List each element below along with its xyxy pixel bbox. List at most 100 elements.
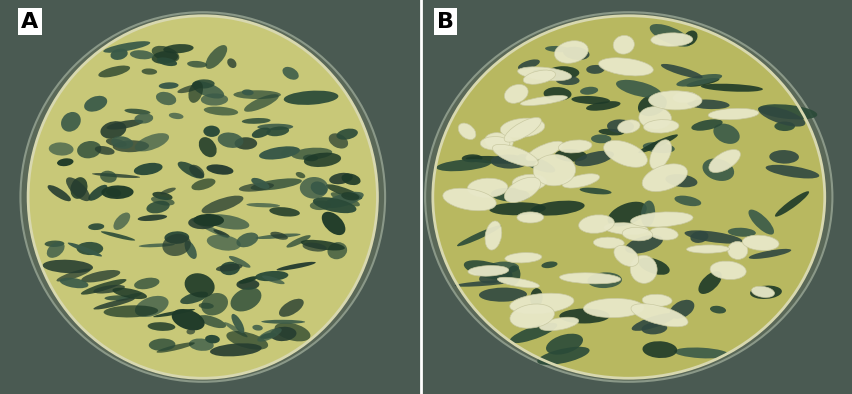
Ellipse shape xyxy=(113,212,130,230)
Ellipse shape xyxy=(187,329,195,335)
Ellipse shape xyxy=(579,215,614,233)
Ellipse shape xyxy=(301,240,345,251)
Ellipse shape xyxy=(232,314,245,333)
Ellipse shape xyxy=(512,174,546,191)
Ellipse shape xyxy=(234,137,257,150)
Ellipse shape xyxy=(728,242,748,259)
Ellipse shape xyxy=(139,243,175,247)
Ellipse shape xyxy=(509,323,557,343)
Ellipse shape xyxy=(341,192,360,201)
Ellipse shape xyxy=(521,95,567,106)
Ellipse shape xyxy=(84,96,107,112)
Ellipse shape xyxy=(574,151,614,166)
Ellipse shape xyxy=(20,12,385,382)
Ellipse shape xyxy=(458,123,476,139)
Ellipse shape xyxy=(331,192,360,206)
Ellipse shape xyxy=(485,133,513,150)
Ellipse shape xyxy=(205,335,220,344)
Ellipse shape xyxy=(518,67,572,81)
Ellipse shape xyxy=(479,288,527,302)
Ellipse shape xyxy=(748,210,774,234)
Ellipse shape xyxy=(236,279,259,290)
Ellipse shape xyxy=(425,12,832,382)
Ellipse shape xyxy=(674,348,728,359)
Ellipse shape xyxy=(81,270,120,282)
Ellipse shape xyxy=(101,121,126,139)
Ellipse shape xyxy=(93,285,125,294)
Ellipse shape xyxy=(607,202,647,227)
Ellipse shape xyxy=(236,232,258,247)
Ellipse shape xyxy=(751,286,774,297)
Ellipse shape xyxy=(436,159,491,171)
Ellipse shape xyxy=(277,262,316,271)
Ellipse shape xyxy=(491,154,528,169)
Ellipse shape xyxy=(177,84,203,93)
Ellipse shape xyxy=(202,195,244,214)
Ellipse shape xyxy=(775,191,809,217)
Ellipse shape xyxy=(280,148,291,156)
Ellipse shape xyxy=(509,293,574,314)
Ellipse shape xyxy=(242,118,271,124)
Ellipse shape xyxy=(188,81,203,103)
Ellipse shape xyxy=(329,173,353,184)
Ellipse shape xyxy=(147,201,170,214)
Ellipse shape xyxy=(286,235,311,247)
Ellipse shape xyxy=(533,154,576,186)
Ellipse shape xyxy=(638,134,678,153)
Ellipse shape xyxy=(61,112,81,132)
Ellipse shape xyxy=(47,242,65,258)
Ellipse shape xyxy=(44,241,65,247)
Ellipse shape xyxy=(48,185,71,201)
Ellipse shape xyxy=(213,229,230,237)
Ellipse shape xyxy=(291,148,332,160)
Ellipse shape xyxy=(157,342,195,353)
Ellipse shape xyxy=(642,341,677,358)
Ellipse shape xyxy=(588,272,622,288)
Ellipse shape xyxy=(160,188,176,194)
Ellipse shape xyxy=(758,104,817,119)
Ellipse shape xyxy=(77,242,103,255)
Ellipse shape xyxy=(193,214,224,227)
Ellipse shape xyxy=(593,237,625,248)
Ellipse shape xyxy=(270,232,288,240)
Ellipse shape xyxy=(769,150,799,164)
Ellipse shape xyxy=(491,188,530,202)
Ellipse shape xyxy=(88,223,104,230)
Ellipse shape xyxy=(604,223,648,235)
Ellipse shape xyxy=(498,277,539,288)
Ellipse shape xyxy=(274,322,310,341)
Ellipse shape xyxy=(189,338,214,351)
Ellipse shape xyxy=(106,188,121,197)
Ellipse shape xyxy=(227,58,237,68)
Ellipse shape xyxy=(313,197,356,213)
Ellipse shape xyxy=(506,266,521,285)
Ellipse shape xyxy=(670,300,694,319)
Ellipse shape xyxy=(251,178,269,189)
Ellipse shape xyxy=(555,149,587,162)
Ellipse shape xyxy=(708,108,759,120)
Ellipse shape xyxy=(562,174,600,188)
Ellipse shape xyxy=(560,309,610,323)
Ellipse shape xyxy=(201,293,228,316)
Ellipse shape xyxy=(688,100,729,109)
Ellipse shape xyxy=(687,245,729,253)
Ellipse shape xyxy=(311,181,327,195)
Ellipse shape xyxy=(518,154,556,173)
Ellipse shape xyxy=(750,286,782,299)
Ellipse shape xyxy=(106,138,127,147)
Ellipse shape xyxy=(116,293,142,301)
Ellipse shape xyxy=(701,84,763,92)
Ellipse shape xyxy=(579,188,612,194)
Ellipse shape xyxy=(152,51,178,64)
Ellipse shape xyxy=(673,92,697,103)
Ellipse shape xyxy=(262,320,305,324)
Ellipse shape xyxy=(517,212,544,223)
Ellipse shape xyxy=(337,128,358,140)
Ellipse shape xyxy=(643,120,679,133)
Ellipse shape xyxy=(269,207,300,217)
Ellipse shape xyxy=(463,260,513,280)
Ellipse shape xyxy=(650,24,691,47)
Ellipse shape xyxy=(185,240,197,259)
Ellipse shape xyxy=(141,69,157,75)
Ellipse shape xyxy=(616,80,661,98)
